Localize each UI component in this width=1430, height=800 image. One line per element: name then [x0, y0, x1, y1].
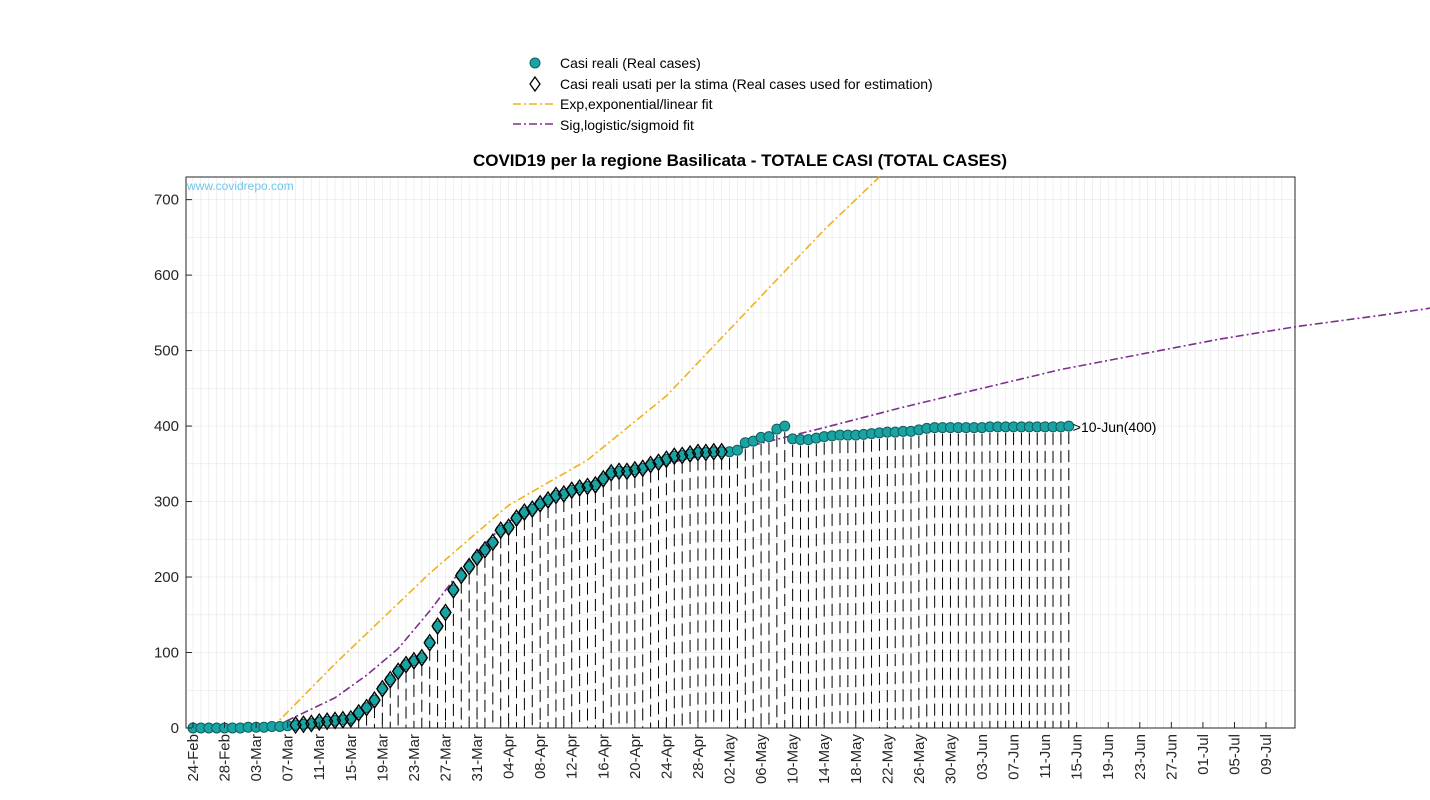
data-point-used: [360, 698, 373, 717]
x-tick-label: 20-Apr: [627, 734, 644, 779]
data-markers: [187, 420, 1075, 735]
x-tick-label: 27-Mar: [437, 734, 454, 782]
x-tick-label: 28-Feb: [217, 734, 234, 782]
x-tick-label: 15-Jun: [1069, 734, 1086, 780]
x-tick-label: 02-May: [722, 734, 739, 785]
data-point-used: [478, 540, 492, 560]
data-point-real: [731, 444, 743, 456]
data-point-used: [660, 450, 673, 469]
x-tick-label: 15-Mar: [343, 734, 360, 782]
data-point-used: [415, 648, 429, 667]
data-point-used: [596, 469, 610, 489]
data-point-used: [383, 670, 397, 689]
x-tick-label: 11-Jun: [1037, 734, 1054, 779]
x-tick-label: 07-Jun: [1006, 734, 1023, 780]
data-point-used: [407, 651, 421, 670]
data-point-used: [439, 603, 452, 622]
data-point-used: [644, 455, 657, 474]
x-tick-label: 06-May: [753, 734, 770, 785]
x-tick-label: 18-May: [848, 734, 865, 785]
last-value-annotation: >10-Jun(400): [1073, 419, 1157, 435]
data-point-used: [494, 521, 507, 540]
x-tick-label: 05-Jul: [1226, 734, 1243, 775]
y-tick-label: 0: [171, 720, 179, 737]
legend-label-exp: Exp,exponential/linear fit: [560, 96, 713, 112]
data-point-used: [376, 679, 389, 698]
data-point-used: [391, 662, 405, 681]
y-tick-label: 600: [154, 267, 179, 284]
plot-area: [185, 176, 1296, 729]
data-point-used: [589, 475, 602, 495]
legend-marker-real: [529, 57, 541, 69]
x-tick-label: 27-Jun: [1163, 734, 1180, 780]
data-point-used: [565, 481, 579, 500]
y-tick-label: 400: [154, 418, 179, 435]
data-point-used: [447, 580, 460, 600]
legend-label-used: Casi reali usati per la stima (Real case…: [560, 76, 933, 92]
x-tick-label: 07-Mar: [280, 734, 297, 782]
y-tick-label: 300: [154, 494, 179, 511]
watermark: www.covidrepo.com: [186, 179, 294, 193]
x-tick-label: 23-Mar: [406, 734, 423, 782]
y-axis: 0 100 200 300 400 500 600 700: [154, 192, 192, 737]
x-tick-label: 28-Apr: [690, 734, 707, 779]
y-tick-label: 100: [154, 645, 179, 662]
x-tick-label: 19-Mar: [374, 734, 391, 782]
data-point-used: [368, 690, 381, 710]
x-tick-label: 01-Jul: [1195, 734, 1212, 775]
data-point-used: [486, 533, 500, 552]
x-axis: 24-Feb 28-Feb 03-Mar 07-Mar 11-Mar 15-Mar 19-M…: [185, 722, 1275, 784]
data-point-used: [454, 566, 468, 585]
x-tick-label: 10-May: [785, 734, 802, 785]
legend-marker-used: [529, 75, 541, 93]
x-tick-label: 16-Apr: [595, 734, 612, 779]
data-point-used: [652, 453, 665, 472]
data-point-used: [518, 502, 531, 522]
data-point-used: [423, 633, 436, 652]
y-tick-label: 500: [154, 343, 179, 360]
fit-line-exp: [271, 176, 880, 729]
y-tick-label: 200: [154, 569, 179, 586]
data-point-used: [715, 442, 728, 461]
data-point-used: [510, 509, 523, 528]
data-point-real: [763, 431, 775, 443]
x-tick-label: 19-Jun: [1100, 734, 1117, 780]
data-point-used: [502, 518, 515, 537]
grid: [186, 177, 1295, 729]
fit-lines: [271, 176, 1430, 729]
legend-label-sig: Sig,logistic/sigmoid fit: [560, 117, 694, 133]
x-tick-label: 04-Apr: [501, 734, 518, 779]
y-tick-label: 700: [154, 192, 179, 209]
x-tick-label: 03-Jun: [974, 734, 991, 780]
data-point-used: [462, 557, 476, 576]
x-tick-label: 09-Jul: [1258, 734, 1275, 775]
x-tick-label: 08-Apr: [532, 734, 549, 779]
data-point-real: [1063, 420, 1075, 432]
x-tick-label: 22-May: [879, 734, 896, 785]
legend: Casi reali (Real cases) Casi reali usati…: [513, 55, 933, 133]
drop-lines: [295, 432, 1070, 731]
x-tick-label: 14-May: [816, 734, 833, 785]
x-tick-label: 30-May: [942, 734, 959, 785]
chart-title: COVID19 per la regione Basilicata - TOTA…: [473, 151, 1007, 170]
x-tick-label: 11-Mar: [311, 734, 328, 780]
x-tick-label: 12-Apr: [564, 734, 581, 779]
x-tick-label: 24-Feb: [185, 734, 202, 782]
x-tick-label: 24-Apr: [658, 734, 675, 779]
fit-line-sig: [271, 307, 1430, 729]
data-point-used: [431, 616, 444, 636]
x-tick-label: 03-Mar: [248, 734, 265, 782]
x-tick-label: 26-May: [911, 734, 928, 785]
data-point-used: [470, 548, 484, 567]
x-tick-label: 23-Jun: [1132, 734, 1149, 780]
x-tick-label: 31-Mar: [469, 734, 486, 782]
legend-label-real: Casi reali (Real cases): [560, 55, 701, 71]
data-point-real: [779, 420, 791, 432]
